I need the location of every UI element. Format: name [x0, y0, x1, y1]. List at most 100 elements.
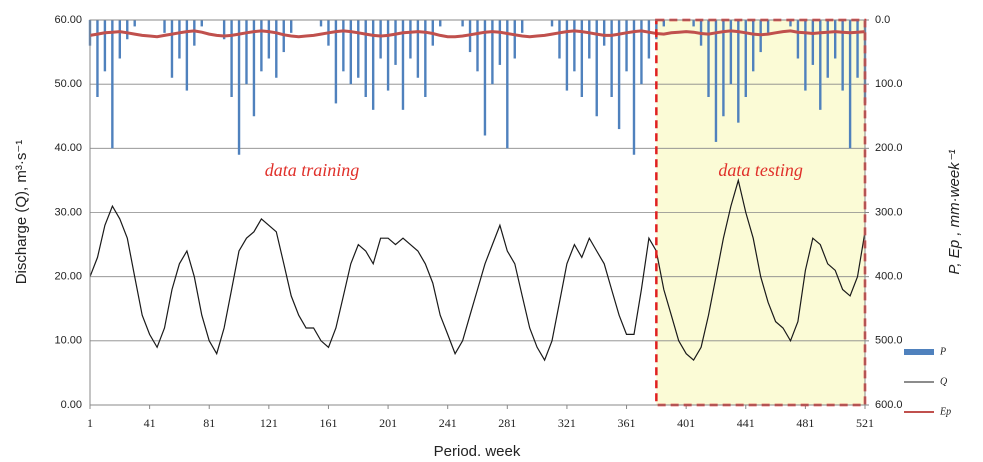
bar: [200, 20, 203, 27]
bar: [394, 20, 397, 65]
bar: [476, 20, 479, 72]
bar: [789, 20, 792, 27]
bar: [737, 20, 740, 123]
bar: [811, 20, 815, 65]
bar: [483, 20, 487, 136]
bar: [111, 20, 114, 149]
bar: [245, 20, 248, 85]
bar: [342, 20, 345, 72]
x-tick-label: 321: [558, 416, 576, 430]
y-tick-label: 50.00: [54, 78, 82, 90]
bar: [230, 20, 233, 97]
bar: [558, 20, 561, 59]
x-tick-label: 41: [144, 416, 156, 430]
bar: [625, 20, 628, 72]
bar: [252, 20, 256, 117]
annotation: data training: [265, 160, 360, 180]
bar: [804, 20, 807, 91]
bar: [118, 20, 122, 59]
bar: [424, 20, 427, 97]
bar: [386, 20, 390, 91]
bar: [416, 20, 420, 78]
bar: [573, 20, 576, 72]
bar: [617, 20, 621, 130]
line: [89, 178, 866, 362]
bar: [170, 20, 174, 78]
bar: [401, 20, 405, 110]
y2-tick-label: 600.0: [875, 399, 903, 411]
legend-label: Q: [940, 376, 948, 387]
bar: [848, 20, 852, 149]
bar: [550, 20, 554, 27]
bar: [103, 20, 107, 72]
bar: [275, 20, 278, 78]
legend-label: Ep: [939, 406, 951, 417]
bar: [707, 20, 710, 97]
x-tick-label: 361: [618, 416, 636, 430]
bar: [610, 20, 613, 97]
x-tick-label: 121: [260, 416, 278, 430]
bar: [379, 20, 382, 59]
x-tick-label: 241: [439, 416, 457, 430]
bar: [237, 20, 241, 155]
bar: [766, 20, 770, 33]
y2-tick-label: 0.0: [875, 14, 890, 26]
bar: [364, 20, 367, 97]
x-tick-label: 201: [379, 416, 397, 430]
x-tick-label: 521: [856, 416, 874, 430]
bar: [491, 20, 494, 85]
bar: [744, 20, 747, 97]
bar: [819, 20, 822, 110]
x-tick-label: 281: [498, 416, 516, 430]
bar: [319, 20, 323, 27]
bar: [96, 20, 99, 97]
bar: [752, 20, 755, 72]
bar: [222, 20, 226, 40]
y-tick-label: 0.00: [61, 399, 82, 411]
bar: [722, 20, 725, 117]
y-axis-title: Discharge (Q), m³·s⁻¹: [13, 140, 30, 285]
y-tick-label: 20.00: [54, 271, 82, 283]
bar: [409, 20, 412, 59]
bar: [521, 20, 524, 33]
y-tick-label: 40.00: [54, 142, 82, 154]
bar: [267, 20, 271, 59]
legend-label: P: [939, 346, 946, 357]
bar: [632, 20, 636, 155]
y2-tick-label: 500.0: [875, 335, 903, 347]
bar: [565, 20, 569, 91]
y2-axis-title: P, Ep , mm·week⁻¹: [946, 149, 963, 274]
x-tick-label: 481: [796, 416, 814, 430]
annotation: data testing: [718, 160, 803, 180]
bar: [334, 20, 338, 104]
bar: [260, 20, 263, 72]
y2-tick-label: 400.0: [875, 271, 903, 283]
bar: [349, 20, 353, 85]
bar: [163, 20, 166, 33]
bar: [439, 20, 442, 27]
bar: [133, 20, 136, 27]
bar: [290, 20, 293, 33]
bar: [595, 20, 598, 117]
bar: [371, 20, 375, 110]
legend-swatch: [904, 349, 934, 355]
bar: [729, 20, 733, 85]
y-tick-label: 10.00: [54, 335, 82, 347]
y2-tick-label: 300.0: [875, 206, 903, 218]
bar: [640, 20, 643, 85]
bar: [662, 20, 665, 27]
y-tick-label: 60.00: [54, 14, 82, 26]
bar: [588, 20, 591, 59]
bar: [178, 20, 181, 59]
bar: [714, 20, 718, 142]
x-tick-label: 161: [319, 416, 337, 430]
bar: [193, 20, 196, 46]
bar: [833, 20, 837, 59]
bar: [126, 20, 129, 40]
bar: [580, 20, 584, 97]
bar: [692, 20, 695, 27]
bar: [826, 20, 829, 78]
bar: [602, 20, 606, 46]
bar: [461, 20, 464, 27]
x-tick-label: 81: [203, 416, 215, 430]
